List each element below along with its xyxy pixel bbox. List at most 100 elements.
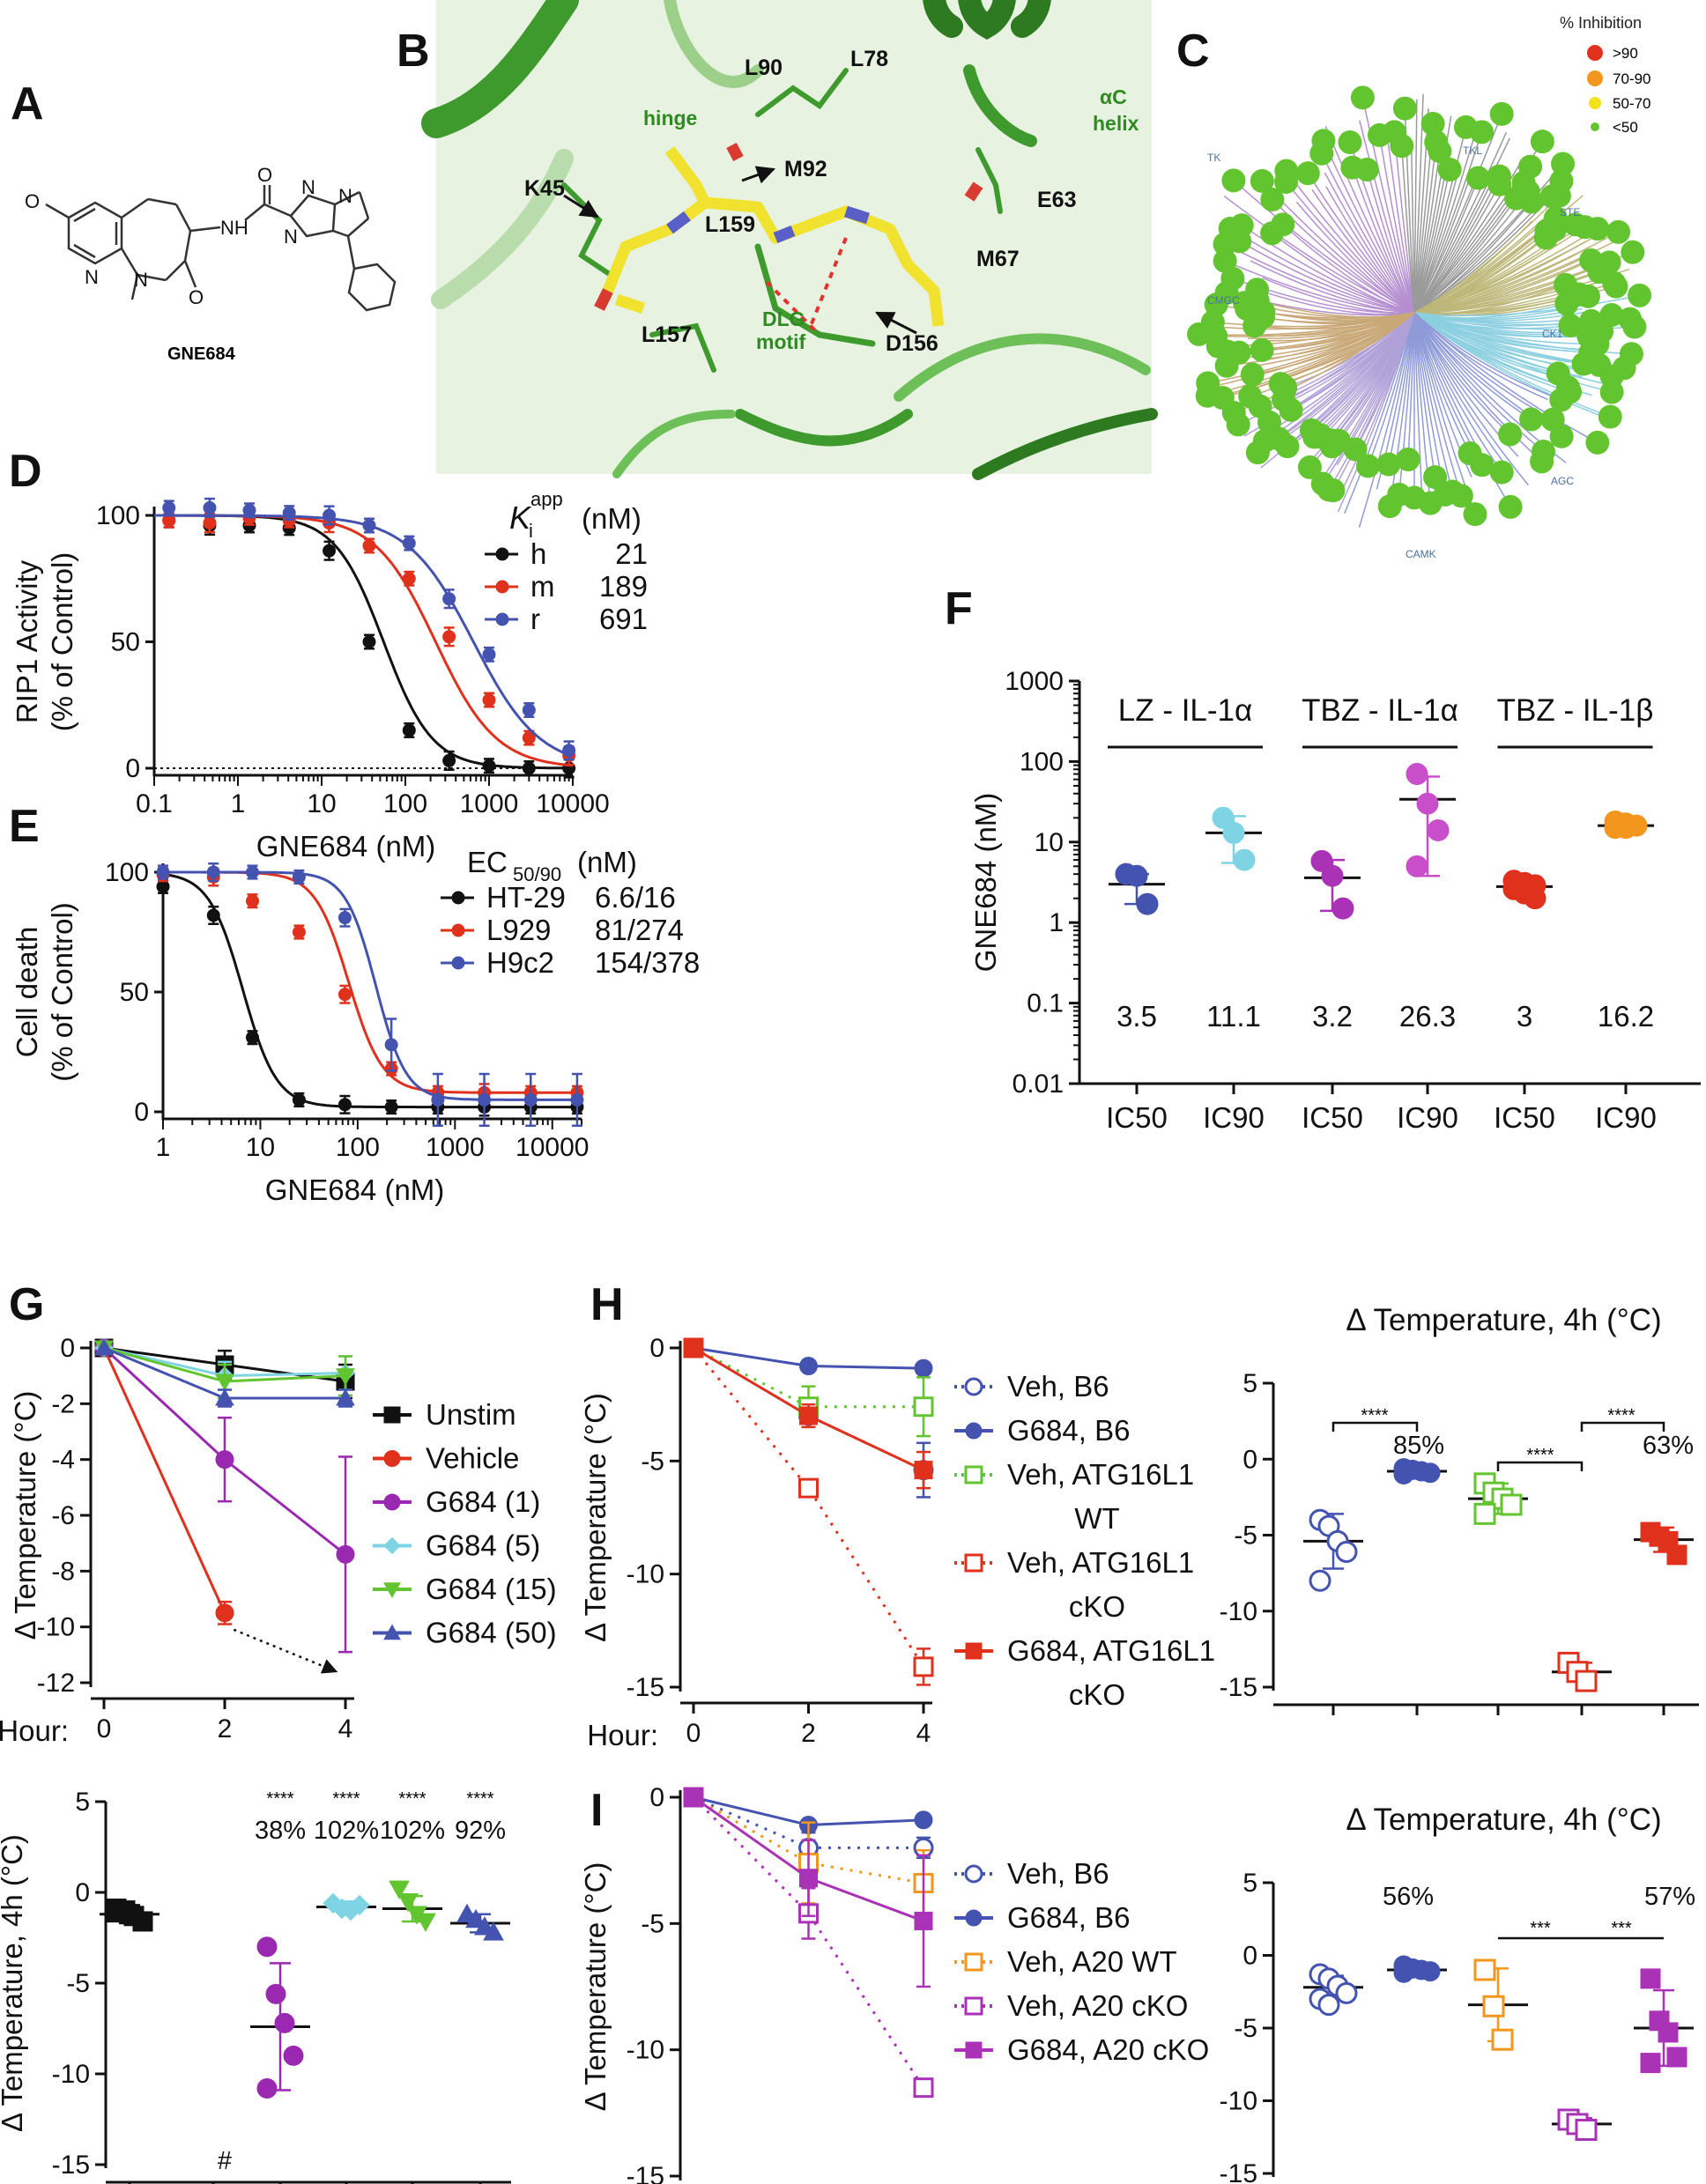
data-point — [1575, 1669, 1598, 1692]
y-axis-label: RIP1 Activity — [11, 559, 43, 723]
x-tick-label: 100 — [383, 789, 427, 818]
data-point — [1420, 1462, 1441, 1484]
y-tick-label: 100 — [96, 501, 140, 530]
legend-label-2: Veh, ATG16L1 — [1007, 1458, 1194, 1491]
fit-curve-r — [154, 514, 574, 758]
significance-stars: **** — [1526, 1446, 1554, 1465]
kinome-branch — [1367, 312, 1415, 467]
legend-value-2: 154/378 — [595, 946, 700, 979]
y-tick-label: -2 — [51, 1389, 75, 1418]
legend-swatch-marker — [383, 1624, 401, 1640]
x-tick-label: 4 — [916, 1719, 931, 1748]
significance-stars: **** — [1607, 1406, 1635, 1425]
x-tick-label: 2 — [218, 1714, 233, 1743]
chart-g: 0 -2 -4 -6 -8 -10 -12 0 2 4 Hour: Δ Temperature (°C… — [0, 1334, 557, 1747]
data-point-r — [362, 518, 376, 532]
kinase-dot — [1420, 111, 1445, 136]
legend-title-sub: 50/90 — [513, 863, 561, 885]
legend-unit: (nM) — [582, 502, 642, 535]
chart-d: 0 50 100 0.1 1 10 100 1000 10000 GNE684 (nM) RIP1 … — [11, 488, 648, 862]
series-line-1 — [102, 1347, 226, 1614]
x-tick-label: 10 — [307, 789, 336, 818]
y-tick-label: -6 — [51, 1501, 75, 1530]
y-tick-label: -5 — [641, 1909, 664, 1938]
residue-m92: M92 — [784, 157, 827, 181]
y-tick-label: 100 — [1020, 747, 1064, 776]
data-point — [1317, 1994, 1340, 2017]
kinase-dot — [1196, 371, 1220, 396]
y-tick-label: 0 — [75, 1878, 90, 1907]
kinase-dot — [1622, 315, 1647, 339]
data-point — [1614, 817, 1637, 840]
data-point-2 — [215, 1450, 234, 1470]
legend-label-0: Unstim — [426, 1398, 516, 1431]
kinome-branch — [1413, 114, 1502, 314]
series-line-3 — [692, 1347, 925, 1668]
chart-h: 0 -5 -10 -15 0 2 4 Hour: Δ Temperature (°C) Veh, … — [579, 1334, 1215, 1751]
y-tick-label: 50 — [111, 628, 140, 657]
x-tick-label: 10000 — [516, 1133, 589, 1162]
legend-title: K — [509, 500, 532, 536]
legend-swatch-marker — [965, 1642, 983, 1660]
kinase-dot — [1268, 372, 1293, 396]
data-point-r — [162, 500, 176, 515]
y-tick-label: -15 — [1220, 1673, 1257, 1702]
svg-text:N: N — [85, 266, 99, 288]
legend-label-4: G684 (15) — [426, 1573, 557, 1605]
data-point — [106, 1902, 127, 1923]
family-ste: STE — [1560, 206, 1580, 218]
data-point — [1640, 1968, 1661, 1989]
group-label: TBZ - IL-1β — [1497, 693, 1654, 728]
x-category-label: IC90 — [1397, 1101, 1458, 1134]
legend-label-4: G684, A20 cKO — [1007, 2033, 1209, 2066]
kinase-dot — [1213, 248, 1237, 273]
percent-label: 102% — [380, 1817, 445, 1845]
legend-swatch-dot — [451, 923, 465, 937]
label-hinge: hinge — [643, 107, 697, 130]
significance-stars: *** — [1611, 1919, 1632, 1938]
data-point — [1666, 1544, 1687, 1566]
y-tick-label: -5 — [641, 1447, 664, 1476]
value-annotation: 3 — [1517, 1000, 1532, 1033]
kinome-branch — [1413, 131, 1483, 314]
y-tick-label: -5 — [66, 1969, 90, 1998]
legend-swatch-marker — [964, 1952, 983, 1972]
legend-label-2-line2: WT — [1074, 1502, 1119, 1535]
chart-title: Δ Temperature, 4h (°C) — [1346, 1303, 1661, 1337]
panel-a: A — [11, 78, 397, 364]
value-annotation: 3.5 — [1116, 1000, 1157, 1033]
legend-swatch-marker — [965, 2041, 983, 2059]
kinome-branch — [1229, 227, 1415, 314]
series-line-3 — [692, 1795, 925, 2089]
significance-stars: *** — [1530, 1919, 1551, 1938]
kinome-branch — [1257, 300, 1415, 318]
kinase-dot — [1274, 159, 1299, 183]
kinome-branch — [1324, 172, 1415, 314]
kinase-dot — [1547, 183, 1571, 208]
group-label: LZ - IL-1α — [1118, 693, 1253, 728]
kinase-dot — [1606, 219, 1631, 244]
data-point-H9c2 — [156, 865, 170, 879]
kinome-branch — [1272, 233, 1415, 314]
data-point — [1500, 1493, 1523, 1516]
kinome-branch — [1413, 312, 1561, 401]
svg-text:N: N — [134, 269, 148, 291]
kinase-dot — [1498, 422, 1523, 447]
legend-label-0: Veh, B6 — [1007, 1370, 1109, 1403]
data-point-1 — [914, 1359, 933, 1378]
legend-label-1: L929 — [486, 914, 551, 946]
legend-swatch-marker — [383, 1536, 401, 1555]
kinase-dot — [1628, 283, 1652, 307]
legend-swatch-marker — [964, 1996, 983, 2016]
y-tick-label: -5 — [1234, 2014, 1257, 2043]
structure-drawing — [45, 185, 397, 312]
y-tick-label: -15 — [627, 1673, 664, 1702]
kinome-branch — [1366, 169, 1415, 314]
kinome-branch — [1295, 201, 1415, 314]
kinase-dot — [1469, 120, 1494, 144]
y-tick-label: 100 — [105, 858, 149, 887]
kinome-branch — [1413, 312, 1621, 389]
data-point — [256, 1936, 278, 1958]
kinome-branch — [1413, 312, 1423, 506]
